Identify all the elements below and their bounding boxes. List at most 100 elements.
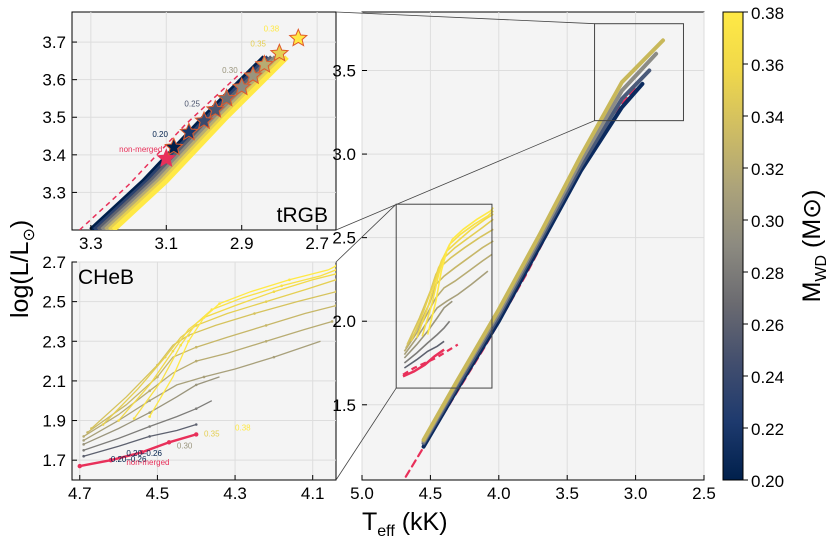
colorbar-tick-label-0: 0.20: [751, 472, 784, 491]
main-ytick-label-2: 2.5: [332, 229, 356, 248]
cheb-annotation-1: 0.35: [204, 429, 220, 438]
colorbar-tick-label-9: 0.38: [751, 4, 784, 23]
cheb-track-4-dot-8: [330, 320, 334, 323]
main-xtick-label-3: 3.5: [555, 484, 579, 503]
trgb-annotation-4: 0.35: [250, 40, 266, 49]
trgb-star-10: [288, 28, 309, 47]
main-xtick-label-1: 4.5: [419, 484, 443, 503]
trgb-annotation-3: 0.30: [222, 66, 238, 75]
trgb-star-1: [164, 137, 184, 156]
cheb-nonmerged-dot-2: [139, 450, 145, 455]
cheb-nonmerged-dot-0: [77, 463, 82, 469]
cheb-track-1-dot-2: [148, 425, 151, 428]
cheb-annotation-4: 0.20–0.26: [111, 455, 147, 464]
colorbar-tick-label-5: 0.30: [751, 212, 784, 231]
cheb-track-8-dot-6: [272, 290, 276, 294]
trgb-star-3: [194, 110, 214, 130]
main-ytick-label-0: 1.5: [332, 396, 356, 415]
cheb-xtick-label-1: 4.5: [146, 484, 170, 503]
cheb-track-2-dot-0: [82, 443, 85, 446]
zoom-box-cheb: [395, 203, 493, 389]
cheb-track-4-dot-0: [82, 435, 85, 438]
x-axis-label-main: T: [362, 508, 377, 536]
trgb-xtick-label-2: 2.9: [230, 234, 254, 253]
colorbar-tick-label-3: 0.26: [751, 316, 784, 335]
trgb-star-7: [243, 65, 263, 85]
colorbar-tick-label-8: 0.36: [751, 56, 784, 75]
zoom-connector-trgb-top: [335, 11, 595, 25]
cheb-track-2-dot-4: [194, 383, 198, 387]
cheb-ytick-label-5: 2.7: [42, 253, 66, 272]
cheb-track-0-dot-0: [82, 454, 85, 458]
trgb-band-5: [108, 55, 285, 230]
colorbar-tick-label-4: 0.28: [751, 264, 784, 283]
cheb-ytick-label-3: 2.3: [42, 332, 66, 351]
cheb-track-7-dot-6: [264, 300, 268, 303]
cheb-track-2-dot-2: [148, 411, 151, 414]
cheb-track-9-dot-0: [132, 417, 136, 420]
cheb-track-10-dot-4: [218, 302, 221, 305]
cheb-track-3-dot-6: [272, 355, 276, 359]
main-cheb-track-2: [403, 300, 453, 359]
main-xtick-label-5: 2.5: [692, 484, 716, 503]
zoom-connector-cheb-bottom: [335, 387, 397, 481]
cheb-track-3: [83, 340, 321, 441]
cheb-track-3-dot-4: [202, 375, 206, 379]
main-series-4: [421, 38, 665, 442]
y-axis-label-text: log(L/L: [6, 241, 34, 318]
x-axis-label: Teff (kK): [362, 508, 448, 540]
cheb-grid: [72, 261, 336, 480]
x-axis-label-unit: (kK): [395, 508, 448, 536]
trgb-plot: non-merged 0.20 0.25 0.30 0.35 0.38: [78, 25, 309, 230]
cheb-track-8-dot-8: [334, 272, 336, 276]
cheb-track-9-dot-2: [179, 343, 183, 347]
cheb-track-4-dot-6: [264, 339, 268, 343]
cheb-annotation-5: non-merged: [126, 458, 169, 467]
trgb-ytick-label-3: 3.6: [42, 71, 66, 90]
cheb-track-4-dot-2: [148, 389, 151, 393]
main-plot: [395, 23, 684, 478]
cheb-ticks: 4.7 4.5 4.3 4.1 1.7 1.9 2.1 2.3 2.5 2.7: [42, 253, 324, 503]
cheb-panel: [71, 261, 337, 481]
cheb-track-8-dot-2: [171, 349, 175, 353]
cheb-nonmerged-dot-1: [108, 457, 114, 463]
cheb-annotation-2: 0.30: [177, 441, 193, 450]
cheb-track-10-dot-2: [187, 339, 190, 343]
cheb-track-0-dot-4: [194, 423, 198, 426]
colorbar-label-unit: (M⊙): [798, 190, 826, 255]
trgb-star-8: [254, 54, 275, 73]
trgb-ticks: 3.3 3.1 2.9 2.7 3.3 3.4 3.5 3.6 3.7: [42, 33, 329, 253]
cheb-track-1-dot-0: [82, 448, 85, 452]
trgb-star-2: [179, 122, 199, 141]
cheb-track-3-dot-0: [82, 439, 85, 442]
y-axis-label: log(L/L⊙): [6, 220, 38, 318]
cheb-track-5-dot-8: [334, 304, 336, 307]
cheb-ytick-label-1: 1.9: [42, 412, 66, 431]
trgb-annotation-2: 0.25: [184, 100, 200, 109]
colorbar-tick-label-1: 0.22: [751, 420, 784, 439]
cheb-track-0-dot-2: [148, 435, 151, 438]
main-cheb-zahb: [402, 343, 459, 376]
cheb-track-6-dot-0: [90, 427, 93, 430]
cheb-track-7-dot-8: [334, 278, 336, 282]
cheb-xtick-label-3: 4.1: [301, 484, 325, 503]
trgb-xtick-label-3: 2.7: [305, 234, 329, 253]
trgb-band-6: [111, 55, 289, 230]
trgb-ytick-label-0: 3.3: [42, 183, 66, 202]
cheb-track-5-dot-4: [194, 345, 198, 349]
zoom-connector-trgb-bottom: [335, 120, 595, 231]
cheb-annotation-3: 0.20–0.26: [126, 449, 162, 458]
cheb-track-1: [83, 400, 213, 451]
cheb-xtick-label-2: 4.3: [223, 484, 247, 503]
cheb-track-2: [83, 376, 220, 445]
cheb-annotation-0: 0.38: [235, 423, 251, 432]
cheb-track-5-dot-0: [86, 431, 89, 434]
colorbar-tick-label-7: 0.34: [751, 108, 784, 127]
trgb-ytick-label-1: 3.4: [42, 146, 66, 165]
cheb-track-1-dot-4: [194, 407, 198, 410]
cheb-track-8-dot-0: [117, 419, 120, 422]
x-axis-label-sub: eff: [377, 523, 395, 540]
cheb-nonmerged-dot-4: [194, 432, 199, 437]
cheb-ytick-label-4: 2.5: [42, 293, 66, 312]
